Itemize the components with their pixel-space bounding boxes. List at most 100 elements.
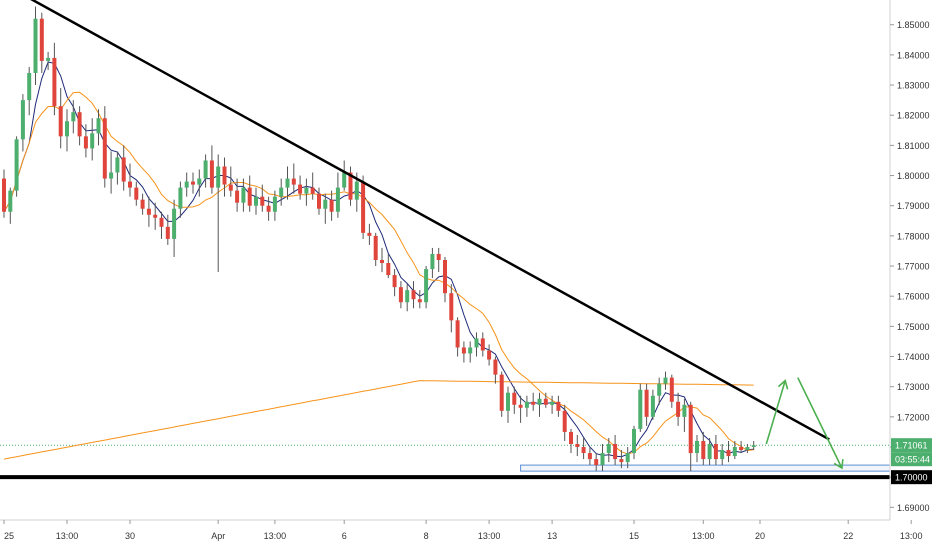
candle[interactable]	[468, 341, 472, 362]
candle[interactable]	[374, 233, 378, 266]
candle[interactable]	[575, 435, 579, 456]
descending-trendline[interactable]	[23, 0, 829, 439]
candle[interactable]	[443, 257, 447, 302]
candle[interactable]	[393, 269, 397, 296]
candle[interactable]	[430, 248, 434, 278]
candle[interactable]	[254, 188, 258, 215]
candle[interactable]	[134, 182, 138, 206]
candle[interactable]	[27, 67, 31, 115]
candle[interactable]	[147, 197, 151, 227]
candle[interactable]	[178, 182, 182, 218]
candle[interactable]	[21, 94, 25, 151]
candle[interactable]	[78, 106, 82, 145]
candle[interactable]	[380, 248, 384, 272]
candle[interactable]	[412, 281, 416, 308]
candle[interactable]	[311, 173, 315, 200]
candle[interactable]	[613, 435, 617, 465]
candle[interactable]	[638, 384, 642, 432]
candle[interactable]	[330, 191, 334, 221]
candle[interactable]	[34, 7, 38, 85]
candle[interactable]	[210, 145, 214, 193]
candle[interactable]	[46, 52, 50, 70]
candle[interactable]	[122, 145, 126, 190]
projection-arrow[interactable]	[798, 378, 843, 468]
candle[interactable]	[739, 441, 743, 453]
candle[interactable]	[204, 154, 208, 187]
candle[interactable]	[405, 284, 409, 311]
candle[interactable]	[449, 284, 453, 332]
candle[interactable]	[361, 176, 365, 239]
candle[interactable]	[172, 200, 176, 257]
candle[interactable]	[197, 170, 201, 197]
candle[interactable]	[235, 179, 239, 212]
candle[interactable]	[462, 341, 466, 362]
candle[interactable]	[191, 173, 195, 194]
candle[interactable]	[223, 157, 227, 196]
candle[interactable]	[248, 176, 252, 212]
candle[interactable]	[695, 435, 699, 462]
candle[interactable]	[342, 160, 346, 190]
candle[interactable]	[645, 384, 649, 426]
candle[interactable]	[506, 387, 510, 423]
candle[interactable]	[664, 372, 668, 390]
candle[interactable]	[367, 224, 371, 245]
candle[interactable]	[128, 163, 132, 196]
time-axis[interactable]: 25 13:00 30 Apr 13:00 6 8 13:00 13 15 13:00 20 22 13:…	[0, 520, 932, 550]
price-axis[interactable]: 1.690001.700001.710001.720001.730001.740…	[890, 0, 932, 550]
candle[interactable]	[714, 435, 718, 465]
candle[interactable]	[500, 372, 504, 417]
candle[interactable]	[701, 432, 705, 465]
candle[interactable]	[97, 109, 101, 145]
candle[interactable]	[682, 399, 686, 432]
candle[interactable]	[556, 396, 560, 417]
candle[interactable]	[298, 176, 302, 200]
candle[interactable]	[563, 405, 567, 441]
candle[interactable]	[569, 429, 573, 453]
candle[interactable]	[745, 444, 749, 453]
candle[interactable]	[493, 357, 497, 384]
candle[interactable]	[582, 438, 586, 459]
candle[interactable]	[279, 179, 283, 206]
candle[interactable]	[525, 396, 529, 417]
candle[interactable]	[538, 393, 542, 417]
candle[interactable]	[216, 154, 220, 272]
candle[interactable]	[487, 344, 491, 365]
candle[interactable]	[727, 441, 731, 462]
candle[interactable]	[90, 118, 94, 160]
candle[interactable]	[676, 393, 680, 426]
candle[interactable]	[481, 332, 485, 356]
candle[interactable]	[418, 290, 422, 308]
candle[interactable]	[109, 151, 113, 193]
candle[interactable]	[267, 197, 271, 221]
candle[interactable]	[632, 426, 636, 459]
candle[interactable]	[531, 393, 535, 411]
candle[interactable]	[229, 166, 233, 196]
candle[interactable]	[607, 438, 611, 462]
candle[interactable]	[752, 441, 756, 450]
candle[interactable]	[65, 109, 69, 151]
candle[interactable]	[588, 447, 592, 465]
candle[interactable]	[720, 444, 724, 465]
projection-arrow[interactable]	[766, 381, 787, 444]
candle[interactable]	[475, 332, 479, 356]
candle[interactable]	[52, 43, 56, 115]
candle[interactable]	[323, 194, 327, 224]
candle[interactable]	[185, 173, 189, 197]
candle[interactable]	[424, 266, 428, 308]
candle[interactable]	[437, 248, 441, 272]
candle[interactable]	[40, 13, 44, 73]
candle[interactable]	[103, 106, 107, 187]
candle[interactable]	[2, 170, 6, 218]
candle[interactable]	[386, 254, 390, 278]
candle[interactable]	[304, 179, 308, 206]
candle[interactable]	[15, 136, 19, 196]
candle[interactable]	[651, 390, 655, 420]
candle[interactable]	[115, 151, 119, 184]
candle[interactable]	[336, 173, 340, 218]
candle[interactable]	[59, 88, 63, 148]
candle[interactable]	[8, 188, 12, 224]
candle[interactable]	[670, 375, 674, 408]
candle[interactable]	[399, 281, 403, 308]
